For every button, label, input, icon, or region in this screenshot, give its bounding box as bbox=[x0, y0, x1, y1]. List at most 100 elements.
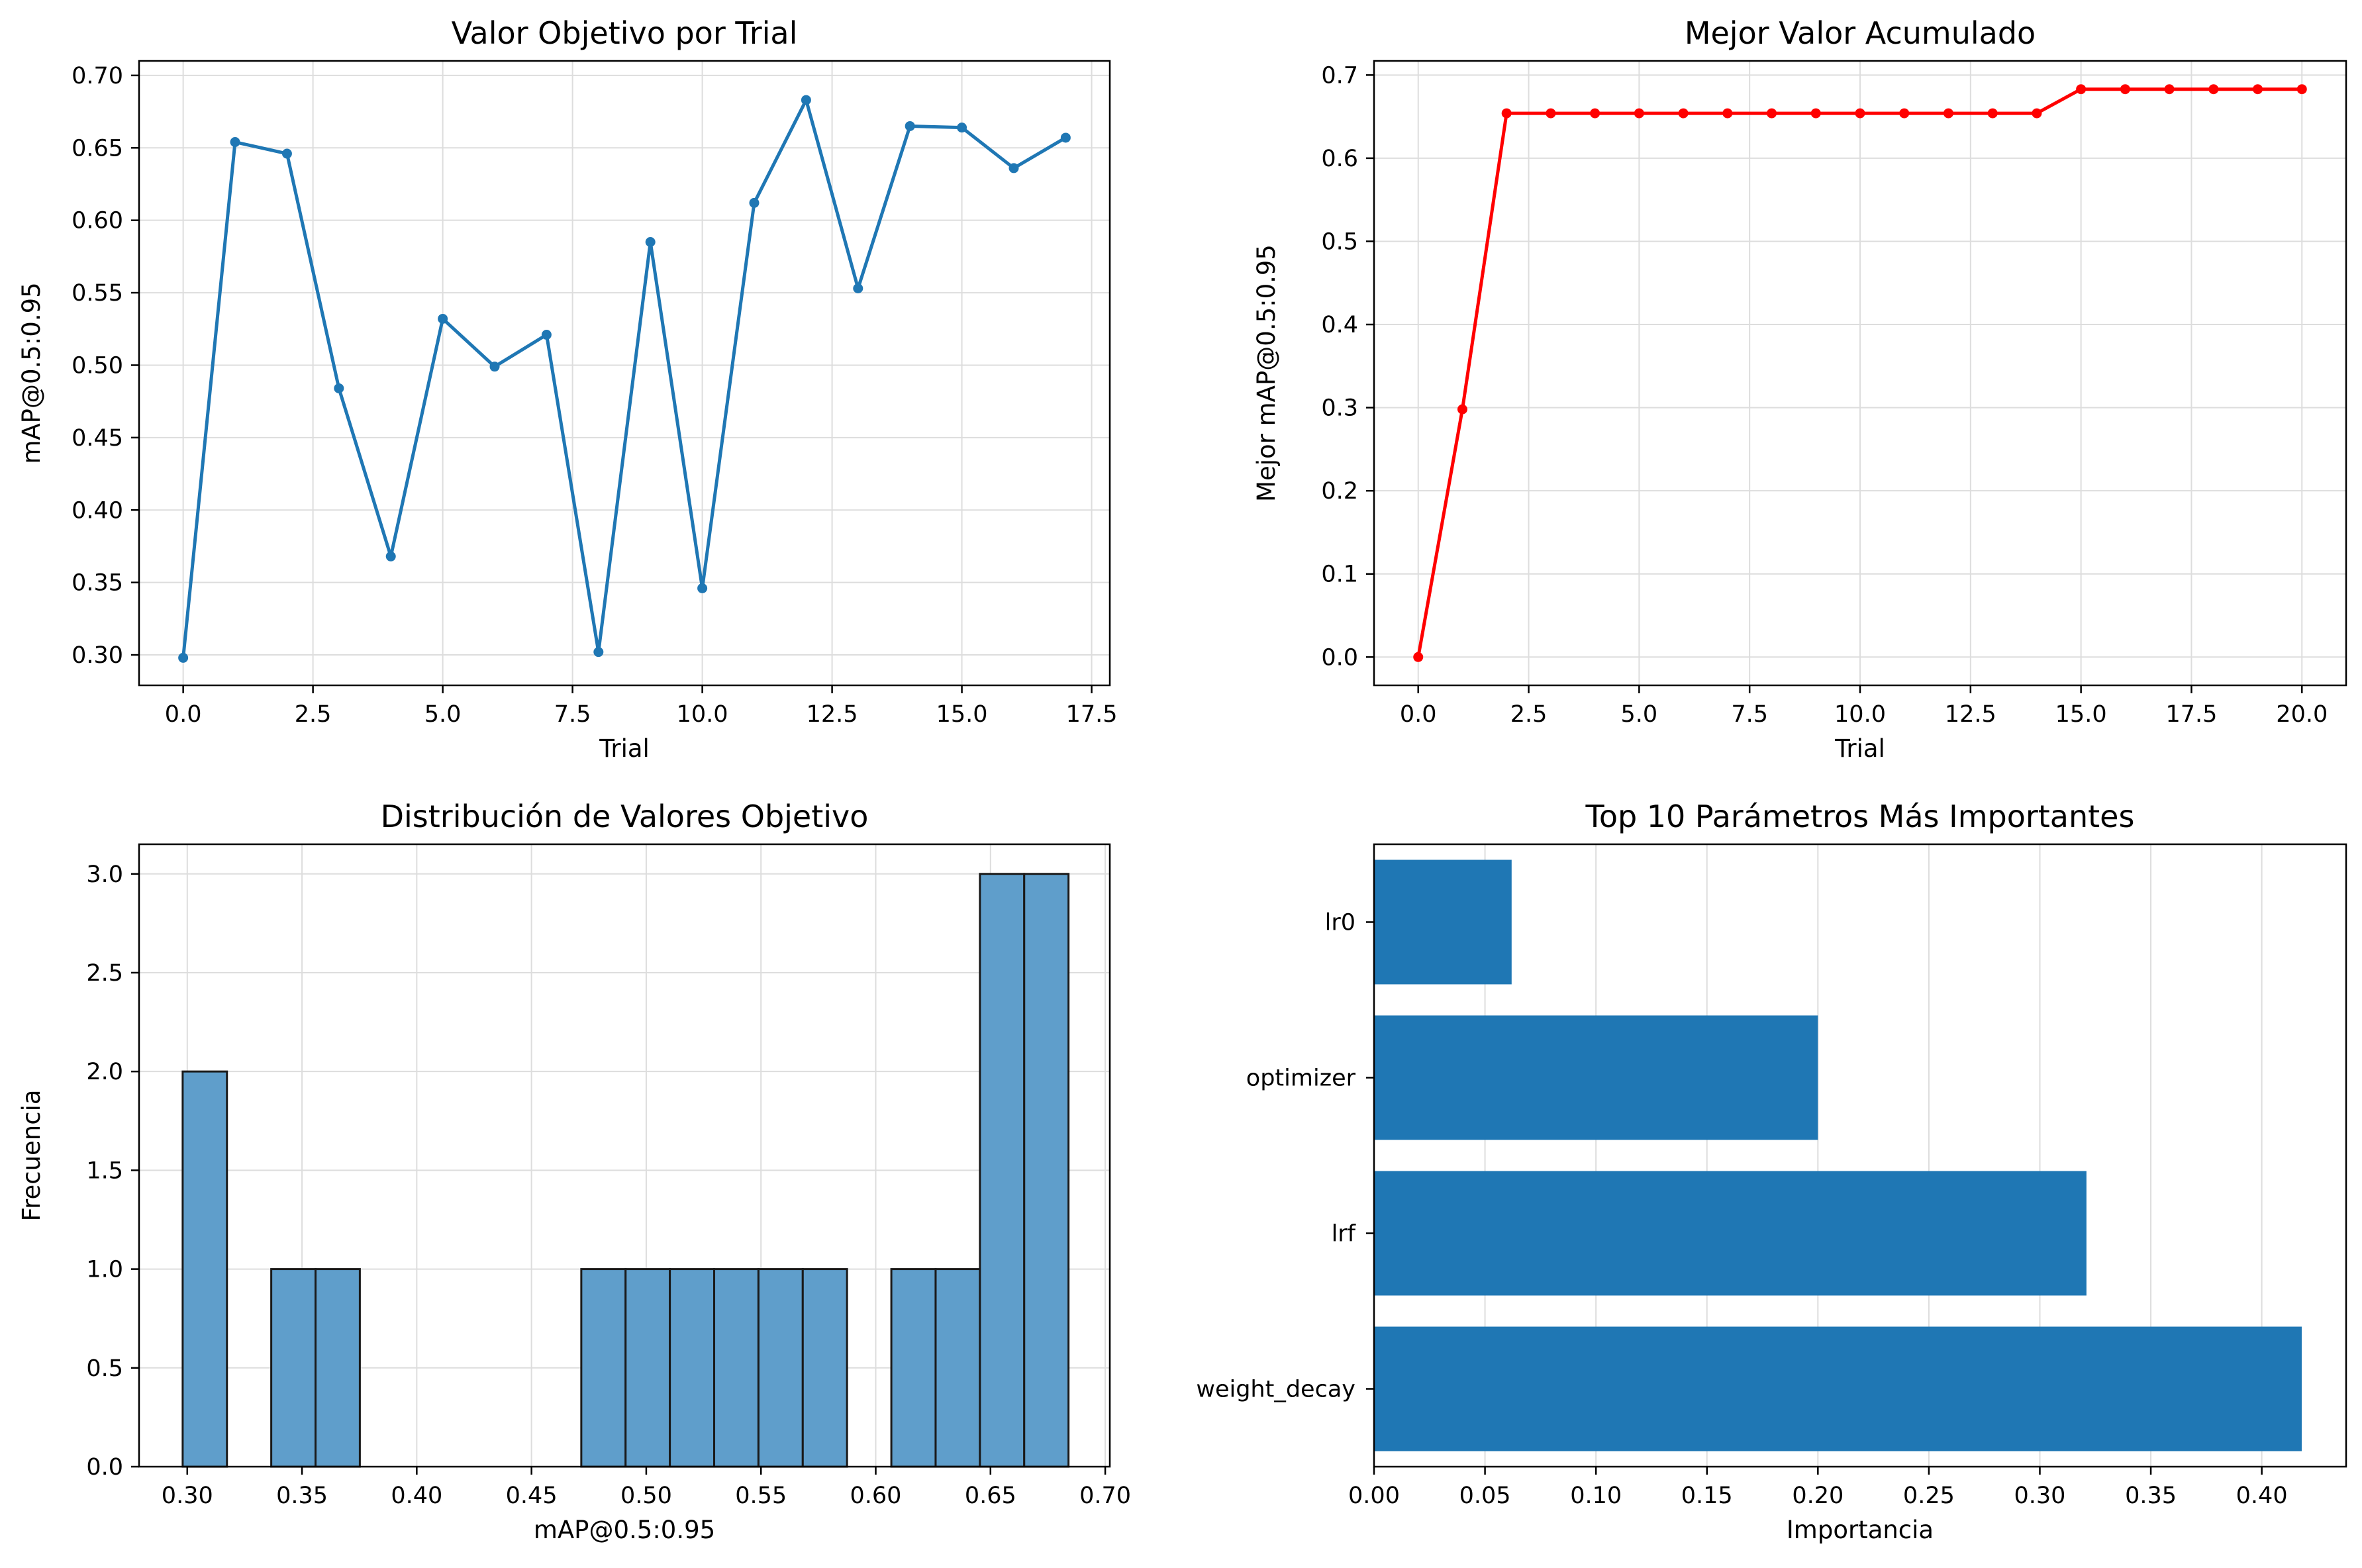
data-point bbox=[1899, 109, 1909, 119]
x-tick-label: 0.55 bbox=[735, 1483, 787, 1509]
data-point bbox=[2076, 84, 2086, 94]
data-point bbox=[957, 122, 967, 132]
x-tick-label: 7.5 bbox=[1731, 701, 1768, 728]
data-point bbox=[1988, 109, 1998, 119]
y-tick-label: 0.6 bbox=[1321, 146, 1358, 172]
x-tick-label: 0.25 bbox=[1903, 1483, 1955, 1509]
y-tick-label: 0.3 bbox=[1321, 395, 1358, 422]
bar-lrf bbox=[1374, 1171, 2087, 1296]
y-tick-label: 0.0 bbox=[86, 1454, 123, 1481]
y-tick-label: 0.70 bbox=[72, 63, 123, 89]
x-tick-label: 10.0 bbox=[677, 701, 728, 728]
chart-title: Top 10 Parámetros Más Importantes bbox=[1585, 799, 2135, 834]
y-tick-label: lrf bbox=[1332, 1221, 1356, 1248]
histogram-bar bbox=[891, 1269, 936, 1467]
data-point bbox=[853, 283, 863, 293]
data-point bbox=[1944, 109, 1953, 119]
x-axis-label: Trial bbox=[599, 734, 650, 763]
data-point bbox=[334, 383, 344, 393]
data-point bbox=[282, 149, 292, 159]
data-point bbox=[1811, 109, 1821, 119]
y-tick-label: 1.0 bbox=[86, 1257, 123, 1283]
x-axis-label: mAP@0.5:0.95 bbox=[534, 1516, 715, 1544]
y-tick-label: 3.0 bbox=[86, 861, 123, 888]
y-tick-label: 0.35 bbox=[72, 570, 123, 597]
histogram-bar bbox=[758, 1269, 803, 1467]
bar-optimizer bbox=[1374, 1016, 1818, 1140]
data-point bbox=[1679, 109, 1689, 119]
x-tick-label: 0.35 bbox=[276, 1483, 328, 1509]
x-tick-label: 12.5 bbox=[1945, 701, 1996, 728]
histogram-bar bbox=[714, 1269, 759, 1467]
x-tick-label: 0.20 bbox=[1792, 1483, 1844, 1509]
data-point bbox=[178, 653, 188, 663]
data-point bbox=[2120, 84, 2130, 94]
x-tick-label: 15.0 bbox=[2055, 701, 2107, 728]
x-tick-label: 17.5 bbox=[2165, 701, 2217, 728]
data-point bbox=[386, 552, 396, 562]
x-tick-label: 0.60 bbox=[850, 1483, 902, 1509]
y-tick-label: 0.0 bbox=[1321, 644, 1358, 671]
data-point bbox=[1061, 132, 1071, 142]
data-point bbox=[438, 314, 448, 324]
y-tick-label: 0.5 bbox=[86, 1355, 123, 1382]
x-tick-label: 15.0 bbox=[936, 701, 988, 728]
x-tick-label: 0.35 bbox=[2125, 1483, 2177, 1509]
data-point bbox=[2032, 109, 2042, 119]
x-tick-label: 0.15 bbox=[1681, 1483, 1733, 1509]
histogram-bar bbox=[1024, 874, 1069, 1467]
histogram-bar bbox=[803, 1269, 847, 1467]
y-tick-label: 2.0 bbox=[86, 1059, 123, 1085]
data-point bbox=[1502, 109, 1512, 119]
x-tick-label: 7.5 bbox=[554, 701, 591, 728]
data-point bbox=[1546, 109, 1555, 119]
y-axis-label: mAP@0.5:0.95 bbox=[17, 282, 46, 464]
data-point bbox=[1722, 109, 1732, 119]
x-tick-label: 0.40 bbox=[2236, 1483, 2288, 1509]
x-tick-label: 0.0 bbox=[165, 701, 202, 728]
y-tick-label: weight_decay bbox=[1196, 1377, 1355, 1403]
bar-weight-decay bbox=[1374, 1327, 2302, 1451]
histogram-bar bbox=[626, 1269, 670, 1467]
x-tick-label: 0.45 bbox=[506, 1483, 558, 1509]
x-tick-label: 0.30 bbox=[162, 1483, 213, 1509]
chart-title: Mejor Valor Acumulado bbox=[1685, 15, 2036, 51]
data-point bbox=[749, 198, 759, 208]
x-tick-label: 0.10 bbox=[1570, 1483, 1622, 1509]
y-tick-label: 0.2 bbox=[1321, 478, 1358, 505]
data-point bbox=[646, 237, 656, 247]
histogram-bar bbox=[670, 1269, 714, 1467]
data-point bbox=[1413, 652, 1423, 662]
x-tick-label: 0.0 bbox=[1400, 701, 1437, 728]
chart-title: Valor Objetivo por Trial bbox=[452, 15, 798, 51]
data-point bbox=[230, 137, 240, 147]
y-tick-label: optimizer bbox=[1246, 1065, 1356, 1092]
x-tick-label: 12.5 bbox=[807, 701, 858, 728]
data-point bbox=[1457, 405, 1467, 415]
y-tick-label: lr0 bbox=[1325, 910, 1355, 936]
y-tick-label: 0.7 bbox=[1321, 62, 1358, 89]
x-tick-label: 0.65 bbox=[965, 1483, 1016, 1509]
data-point bbox=[542, 330, 552, 340]
data-point bbox=[697, 583, 707, 593]
data-point bbox=[905, 121, 915, 131]
data-point bbox=[2165, 84, 2175, 94]
y-tick-label: 0.65 bbox=[72, 135, 123, 162]
histogram-bar bbox=[581, 1269, 626, 1467]
y-tick-label: 0.40 bbox=[72, 497, 123, 524]
chart-title: Distribución de Valores Objetivo bbox=[381, 799, 869, 834]
histogram-bar bbox=[183, 1071, 227, 1467]
y-tick-label: 0.55 bbox=[72, 280, 123, 307]
data-point bbox=[2208, 84, 2218, 94]
histogram-bar bbox=[936, 1269, 980, 1467]
y-tick-label: 0.60 bbox=[72, 208, 123, 234]
histogram-bar bbox=[980, 874, 1024, 1467]
y-axis-label: Mejor mAP@0.5:0.95 bbox=[1252, 244, 1281, 502]
y-tick-label: 0.50 bbox=[72, 352, 123, 379]
x-tick-label: 5.0 bbox=[1621, 701, 1658, 728]
x-tick-label: 17.5 bbox=[1066, 701, 1118, 728]
x-tick-label: 0.40 bbox=[391, 1483, 442, 1509]
y-tick-label: 0.45 bbox=[72, 425, 123, 452]
y-tick-label: 0.30 bbox=[72, 642, 123, 669]
